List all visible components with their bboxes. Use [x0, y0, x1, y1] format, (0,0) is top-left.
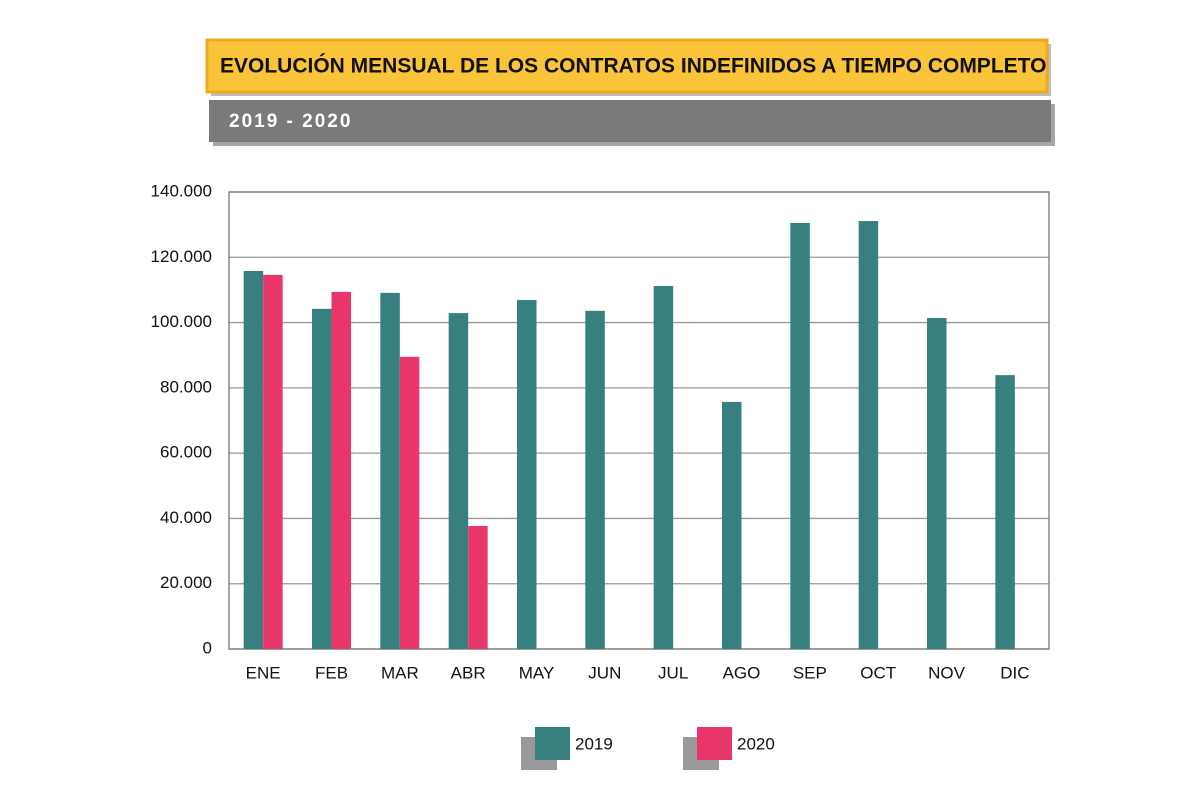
x-tick-label: MAY [519, 663, 555, 682]
bar [653, 286, 674, 649]
bar [448, 313, 469, 649]
legend-swatch [535, 727, 570, 760]
x-tick-label: ABR [451, 663, 486, 682]
bar [585, 310, 605, 649]
bar [331, 291, 351, 649]
chart-title: EVOLUCIÓN MENSUAL DE LOS CONTRATOS INDEF… [220, 54, 1046, 78]
y-tick-label: 120.000 [151, 247, 212, 266]
x-tick-label: JUL [658, 663, 688, 682]
bar [399, 356, 420, 649]
plot-frame [228, 191, 1050, 650]
bar [312, 308, 332, 649]
bar [243, 270, 264, 649]
legend-swatch [697, 727, 732, 760]
x-tick-label: DIC [1000, 663, 1029, 682]
chart-subtitle: 2019 - 2020 [229, 111, 352, 132]
y-tick-label: 140.000 [151, 181, 212, 200]
bar [263, 274, 283, 649]
x-tick-label: NOV [928, 663, 966, 682]
y-tick-label: 80.000 [160, 377, 212, 396]
y-tick-label: 60.000 [160, 443, 212, 462]
x-tick-label: MAR [381, 663, 419, 682]
x-tick-label: JUN [588, 663, 621, 682]
subtitle-box [209, 100, 1051, 142]
bar [468, 525, 488, 649]
y-tick-label: 100.000 [151, 312, 212, 331]
bar [858, 221, 879, 650]
x-tick-label: ENE [246, 663, 281, 682]
bar [380, 292, 400, 649]
x-tick-label: AGO [723, 663, 761, 682]
title-box [205, 38, 1049, 94]
y-tick-label: 20.000 [160, 573, 212, 592]
bar [790, 223, 810, 649]
y-tick-label: 40.000 [160, 508, 212, 527]
bar [722, 401, 742, 649]
y-tick-label: 0 [203, 638, 212, 657]
legend-label: 2019 [575, 734, 613, 753]
x-tick-label: SEP [793, 663, 827, 682]
x-tick-label: FEB [315, 663, 348, 682]
bar [517, 300, 537, 649]
legend-label: 2020 [737, 734, 775, 753]
x-tick-label: OCT [860, 663, 896, 682]
bar [927, 318, 947, 649]
bar [995, 375, 1015, 649]
